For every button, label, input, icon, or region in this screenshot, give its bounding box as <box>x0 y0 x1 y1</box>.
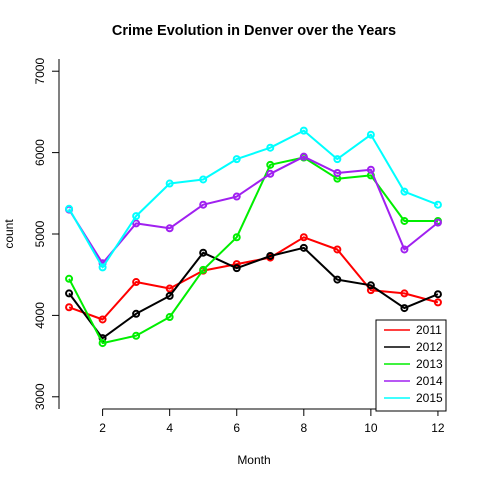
data-point <box>400 245 409 254</box>
legend-item: 2012 <box>384 340 443 354</box>
data-point <box>400 304 409 313</box>
legend: 2011 2012 2013 2014 2015 <box>375 319 447 412</box>
data-point <box>433 200 442 209</box>
data-point <box>65 289 74 298</box>
data-point <box>65 274 74 283</box>
series-2013 <box>65 153 442 348</box>
data-point <box>266 143 275 152</box>
y-axis-label: count <box>2 219 16 249</box>
legend-label: 2015 <box>416 391 443 405</box>
x-tick-label: 2 <box>99 421 106 435</box>
data-point <box>433 298 442 307</box>
data-point <box>400 187 409 196</box>
data-point <box>232 233 241 242</box>
series-2014 <box>65 152 442 268</box>
data-point <box>132 309 141 318</box>
x-tick-label: 4 <box>166 421 173 435</box>
legend-label: 2014 <box>416 374 443 388</box>
y-tick-label: 5000 <box>33 220 47 247</box>
data-point <box>165 284 174 293</box>
data-point <box>333 168 342 177</box>
series-line <box>68 236 439 321</box>
legend-box <box>375 319 447 412</box>
data-point <box>266 251 275 260</box>
y-tick-label: 6000 <box>33 139 47 166</box>
data-point <box>165 313 174 322</box>
data-point <box>65 204 74 213</box>
x-axis: 2 4 6 8 10 12 <box>99 408 445 435</box>
series-line <box>68 246 439 340</box>
data-point <box>266 160 275 169</box>
data-point <box>433 290 442 299</box>
legend-item: 2014 <box>384 374 443 388</box>
data-point <box>132 278 141 287</box>
legend-label: 2013 <box>416 357 443 371</box>
series-2011 <box>65 233 442 324</box>
data-point <box>132 219 141 228</box>
data-point <box>132 212 141 221</box>
data-point <box>366 130 375 139</box>
data-point <box>199 175 208 184</box>
data-point <box>299 152 308 161</box>
y-tick-label: 7000 <box>33 58 47 85</box>
legend-item: 2015 <box>384 391 443 405</box>
data-point <box>98 339 107 348</box>
x-tick-label: 10 <box>364 421 378 435</box>
data-point <box>165 224 174 233</box>
data-point <box>366 286 375 295</box>
x-axis-label: Month <box>237 453 270 467</box>
x-tick-label: 6 <box>233 421 240 435</box>
data-point <box>98 315 107 324</box>
y-tick-label: 3000 <box>33 383 47 410</box>
data-point <box>232 264 241 273</box>
series-group <box>65 126 442 348</box>
legend-label: 2011 <box>416 323 442 337</box>
data-point <box>299 233 308 242</box>
data-point <box>400 289 409 298</box>
legend-item: 2011 <box>384 323 442 337</box>
data-point <box>299 126 308 135</box>
data-point <box>232 192 241 201</box>
data-point <box>366 165 375 174</box>
data-point <box>400 216 409 225</box>
series-line <box>68 129 439 269</box>
data-point <box>433 218 442 227</box>
data-point <box>333 155 342 164</box>
data-point <box>366 281 375 290</box>
data-point <box>232 155 241 164</box>
data-point <box>333 245 342 254</box>
x-tick-label: 8 <box>300 421 307 435</box>
y-tick-label: 4000 <box>33 302 47 329</box>
data-point <box>165 179 174 188</box>
data-point <box>199 265 208 274</box>
data-point <box>199 200 208 209</box>
data-point <box>65 303 74 312</box>
data-point <box>333 275 342 284</box>
series-line <box>68 155 439 265</box>
data-point <box>132 331 141 340</box>
data-point <box>299 243 308 252</box>
data-point <box>165 291 174 300</box>
data-point <box>98 263 107 272</box>
x-tick-label: 12 <box>431 421 445 435</box>
data-point <box>266 169 275 178</box>
y-axis: 3000 4000 5000 6000 7000 <box>33 58 59 410</box>
series-2015 <box>65 126 442 272</box>
data-point <box>199 248 208 257</box>
chart-title: Crime Evolution in Denver over the Years <box>112 23 396 39</box>
legend-item: 2013 <box>384 357 443 371</box>
legend-label: 2012 <box>416 340 443 354</box>
